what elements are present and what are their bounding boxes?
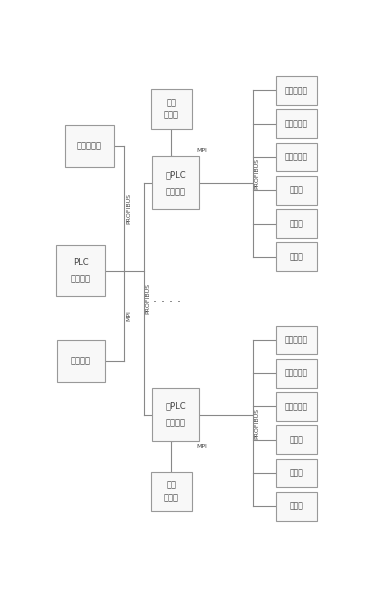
Text: 主触摸屏: 主触摸屏 <box>71 356 91 365</box>
FancyBboxPatch shape <box>276 209 317 238</box>
FancyBboxPatch shape <box>65 125 114 167</box>
FancyBboxPatch shape <box>276 492 317 521</box>
Text: . . . .: . . . . <box>152 292 181 305</box>
Text: MPI: MPI <box>196 148 207 153</box>
Text: PROFIBUS: PROFIBUS <box>127 193 132 224</box>
Text: 摸屏: 摸屏 <box>167 481 177 490</box>
Text: 温度控制器: 温度控制器 <box>285 402 308 411</box>
Text: MPI: MPI <box>196 445 207 449</box>
FancyBboxPatch shape <box>152 388 200 442</box>
Text: 监控计算机: 监控计算机 <box>77 142 102 151</box>
Text: 摸屏: 摸屏 <box>167 98 177 107</box>
Text: 接触器: 接触器 <box>290 186 303 195</box>
FancyBboxPatch shape <box>276 242 317 271</box>
FancyBboxPatch shape <box>276 359 317 388</box>
FancyBboxPatch shape <box>276 425 317 454</box>
FancyBboxPatch shape <box>152 157 200 209</box>
FancyBboxPatch shape <box>276 143 317 172</box>
FancyBboxPatch shape <box>56 245 105 296</box>
Text: 就地触: 就地触 <box>164 493 179 502</box>
FancyBboxPatch shape <box>276 76 317 105</box>
Text: PROFIBUS: PROFIBUS <box>255 158 259 189</box>
FancyBboxPatch shape <box>57 340 105 382</box>
Text: PROFIBUS: PROFIBUS <box>146 283 151 314</box>
FancyBboxPatch shape <box>151 472 192 511</box>
Text: 断路器: 断路器 <box>290 219 303 228</box>
FancyBboxPatch shape <box>276 109 317 138</box>
Text: 器PLC: 器PLC <box>165 170 186 179</box>
FancyBboxPatch shape <box>276 176 317 205</box>
Text: 就地触: 就地触 <box>164 111 179 120</box>
Text: MPI: MPI <box>127 310 132 321</box>
FancyBboxPatch shape <box>151 89 192 128</box>
FancyBboxPatch shape <box>276 392 317 421</box>
Text: 就地控制: 就地控制 <box>166 419 186 428</box>
Text: 温度控制器: 温度控制器 <box>285 152 308 161</box>
Text: 显示器: 显示器 <box>290 502 303 511</box>
Text: 器PLC: 器PLC <box>165 402 186 411</box>
FancyBboxPatch shape <box>276 326 317 354</box>
Text: 固定压缩机: 固定压缩机 <box>285 86 308 95</box>
Text: 就地控制: 就地控制 <box>166 187 186 196</box>
Text: 变频调速器: 变频调速器 <box>285 119 308 128</box>
FancyBboxPatch shape <box>276 458 317 487</box>
Text: 固定压缩机: 固定压缩机 <box>285 335 308 344</box>
Text: PROFIBUS: PROFIBUS <box>255 407 259 439</box>
Text: 显示器: 显示器 <box>290 252 303 262</box>
Text: 变频调速器: 变频调速器 <box>285 369 308 378</box>
Text: 接触器: 接触器 <box>290 435 303 444</box>
Text: PLC: PLC <box>73 258 89 267</box>
Text: 断路器: 断路器 <box>290 469 303 478</box>
Text: 主控制器: 主控制器 <box>71 274 91 283</box>
